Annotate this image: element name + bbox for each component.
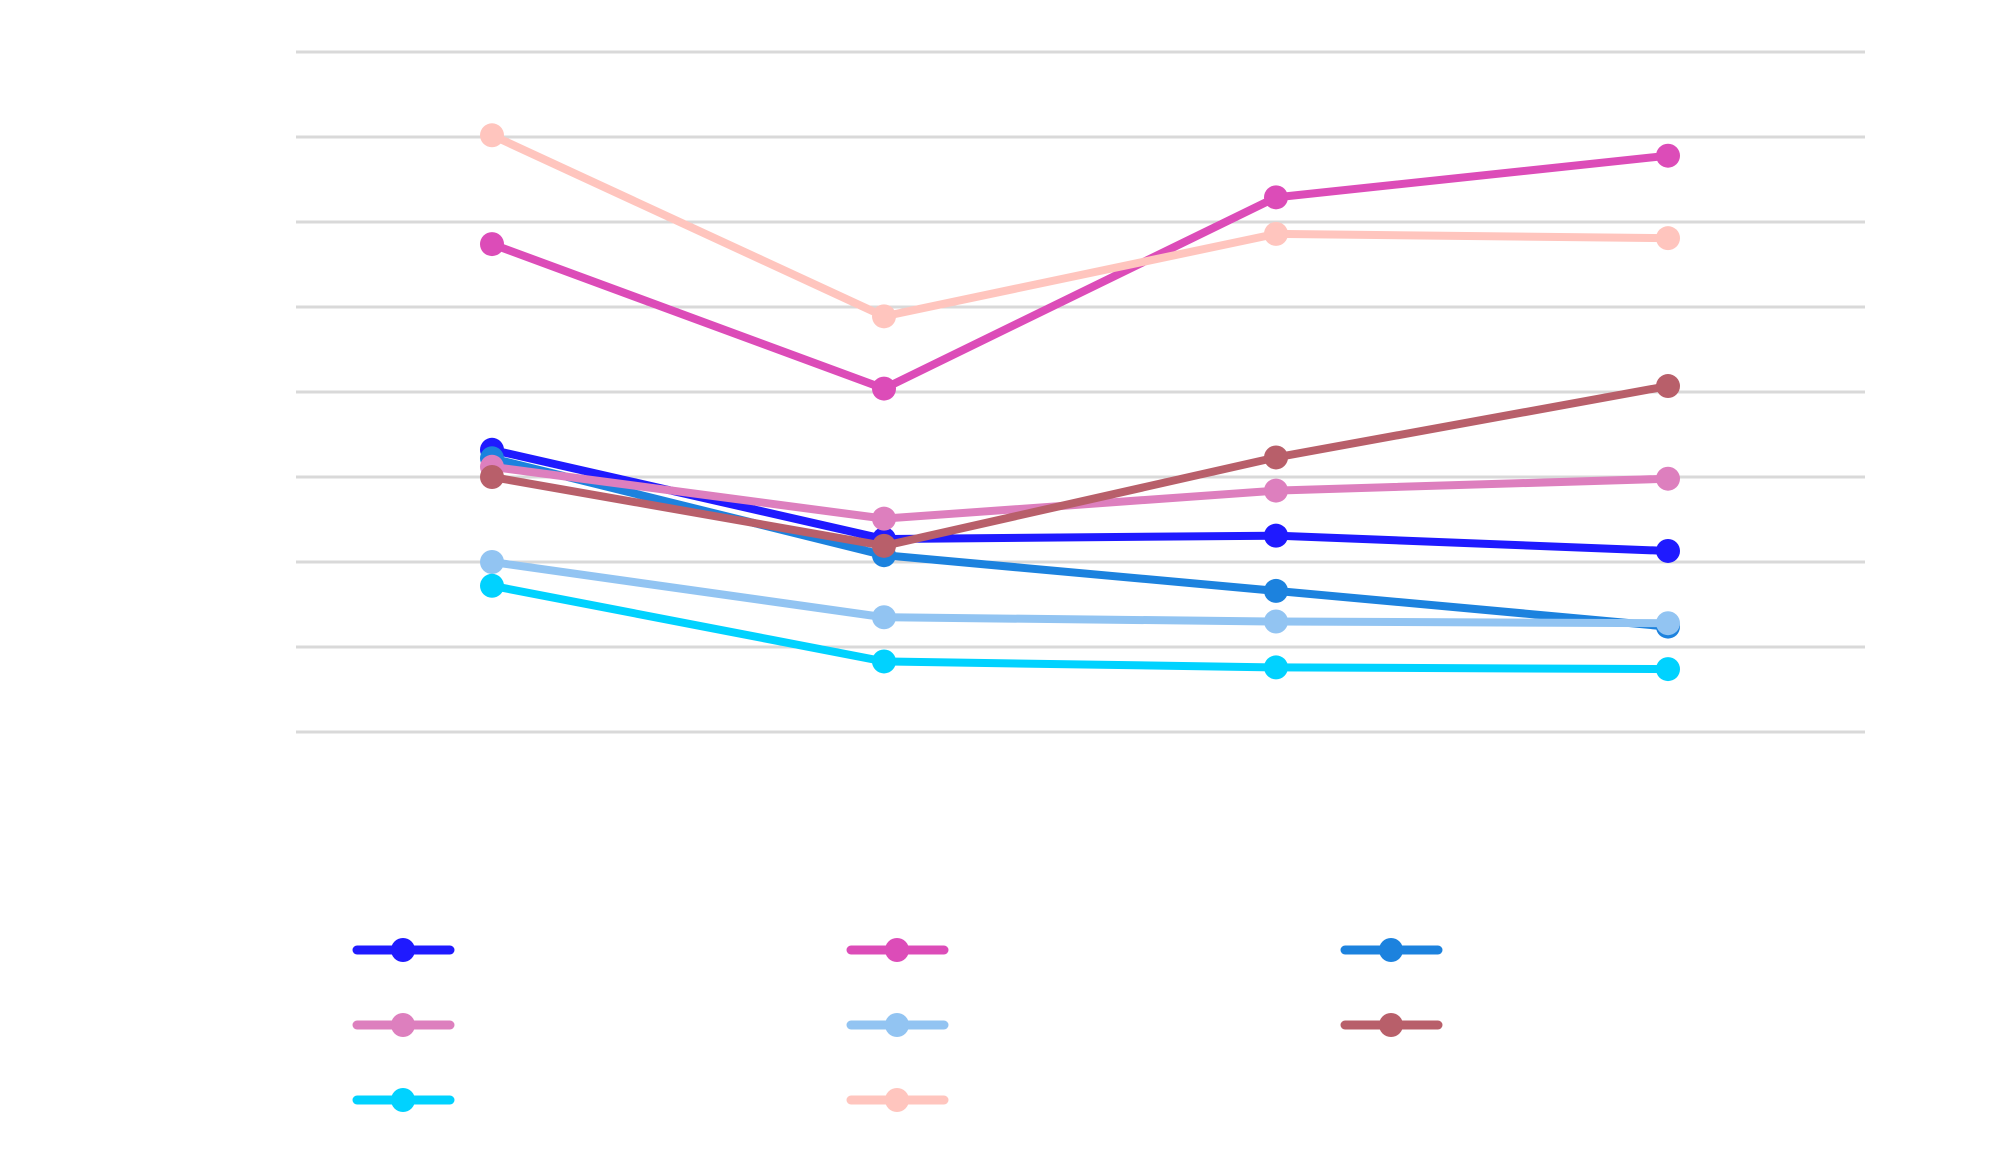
series-5-line — [488, 558, 1672, 628]
legend-item-8 — [846, 1088, 949, 1112]
series-6-point-1 — [480, 465, 504, 489]
series-6-point-4 — [1656, 374, 1680, 399]
series-2 — [480, 143, 1680, 401]
series-4-point-4 — [1656, 466, 1680, 491]
legend-swatch-marker — [885, 1088, 909, 1112]
series-2-point-4 — [1656, 143, 1680, 168]
series-6-point-2 — [872, 533, 896, 558]
series-5-point-4 — [1656, 611, 1680, 636]
legend-item-2 — [846, 938, 949, 962]
legend-swatch-marker — [1379, 1013, 1403, 1037]
series-5-point-3 — [1264, 609, 1288, 634]
series-6-point-3 — [1264, 445, 1288, 470]
series-6 — [480, 374, 1680, 558]
series-5-point-2 — [872, 605, 896, 630]
series-7-point-3 — [1264, 655, 1288, 680]
series-8 — [480, 123, 1680, 329]
series-6-line — [488, 382, 1672, 550]
legend-item-1 — [352, 938, 455, 962]
legend-item-7 — [352, 1088, 455, 1112]
series-7-line — [488, 581, 1672, 674]
series-8-point-4 — [1656, 226, 1680, 251]
series-7-point-2 — [872, 649, 896, 674]
series-8-point-1 — [480, 123, 504, 148]
legend-swatch-marker — [885, 1013, 909, 1037]
series-5-point-1 — [480, 550, 504, 574]
series-2-point-1 — [480, 232, 504, 257]
series-4 — [480, 454, 1680, 531]
series-2-point-3 — [1264, 185, 1288, 210]
series-3-point-3 — [1264, 578, 1288, 603]
series-7 — [480, 573, 1680, 682]
legend-item-3 — [1340, 938, 1443, 962]
legend-swatch-marker — [391, 1088, 415, 1112]
series-2-line — [488, 151, 1672, 393]
legend-item-4 — [352, 1013, 455, 1037]
legend-swatch-marker — [885, 938, 909, 962]
series-2-point-2 — [872, 376, 896, 401]
legend-swatch-marker — [391, 1013, 415, 1037]
series-3-line — [488, 454, 1672, 631]
series-8-point-3 — [1264, 221, 1288, 246]
legend-swatch-marker — [391, 938, 415, 962]
series-1-point-4 — [1656, 538, 1680, 563]
series-4-point-3 — [1264, 478, 1288, 503]
series-8-line — [488, 131, 1672, 321]
legend-item-6 — [1340, 1013, 1443, 1037]
series-5 — [480, 550, 1680, 636]
legend-swatch-marker — [1379, 938, 1403, 962]
legend-item-5 — [846, 1013, 949, 1037]
series-7-point-4 — [1656, 657, 1680, 682]
series-layer — [480, 123, 1680, 682]
series-1-point-3 — [1264, 523, 1288, 548]
legend — [352, 938, 1443, 1112]
series-8-point-2 — [872, 304, 896, 329]
series-4-point-2 — [872, 506, 896, 531]
series-7-point-1 — [480, 573, 504, 598]
